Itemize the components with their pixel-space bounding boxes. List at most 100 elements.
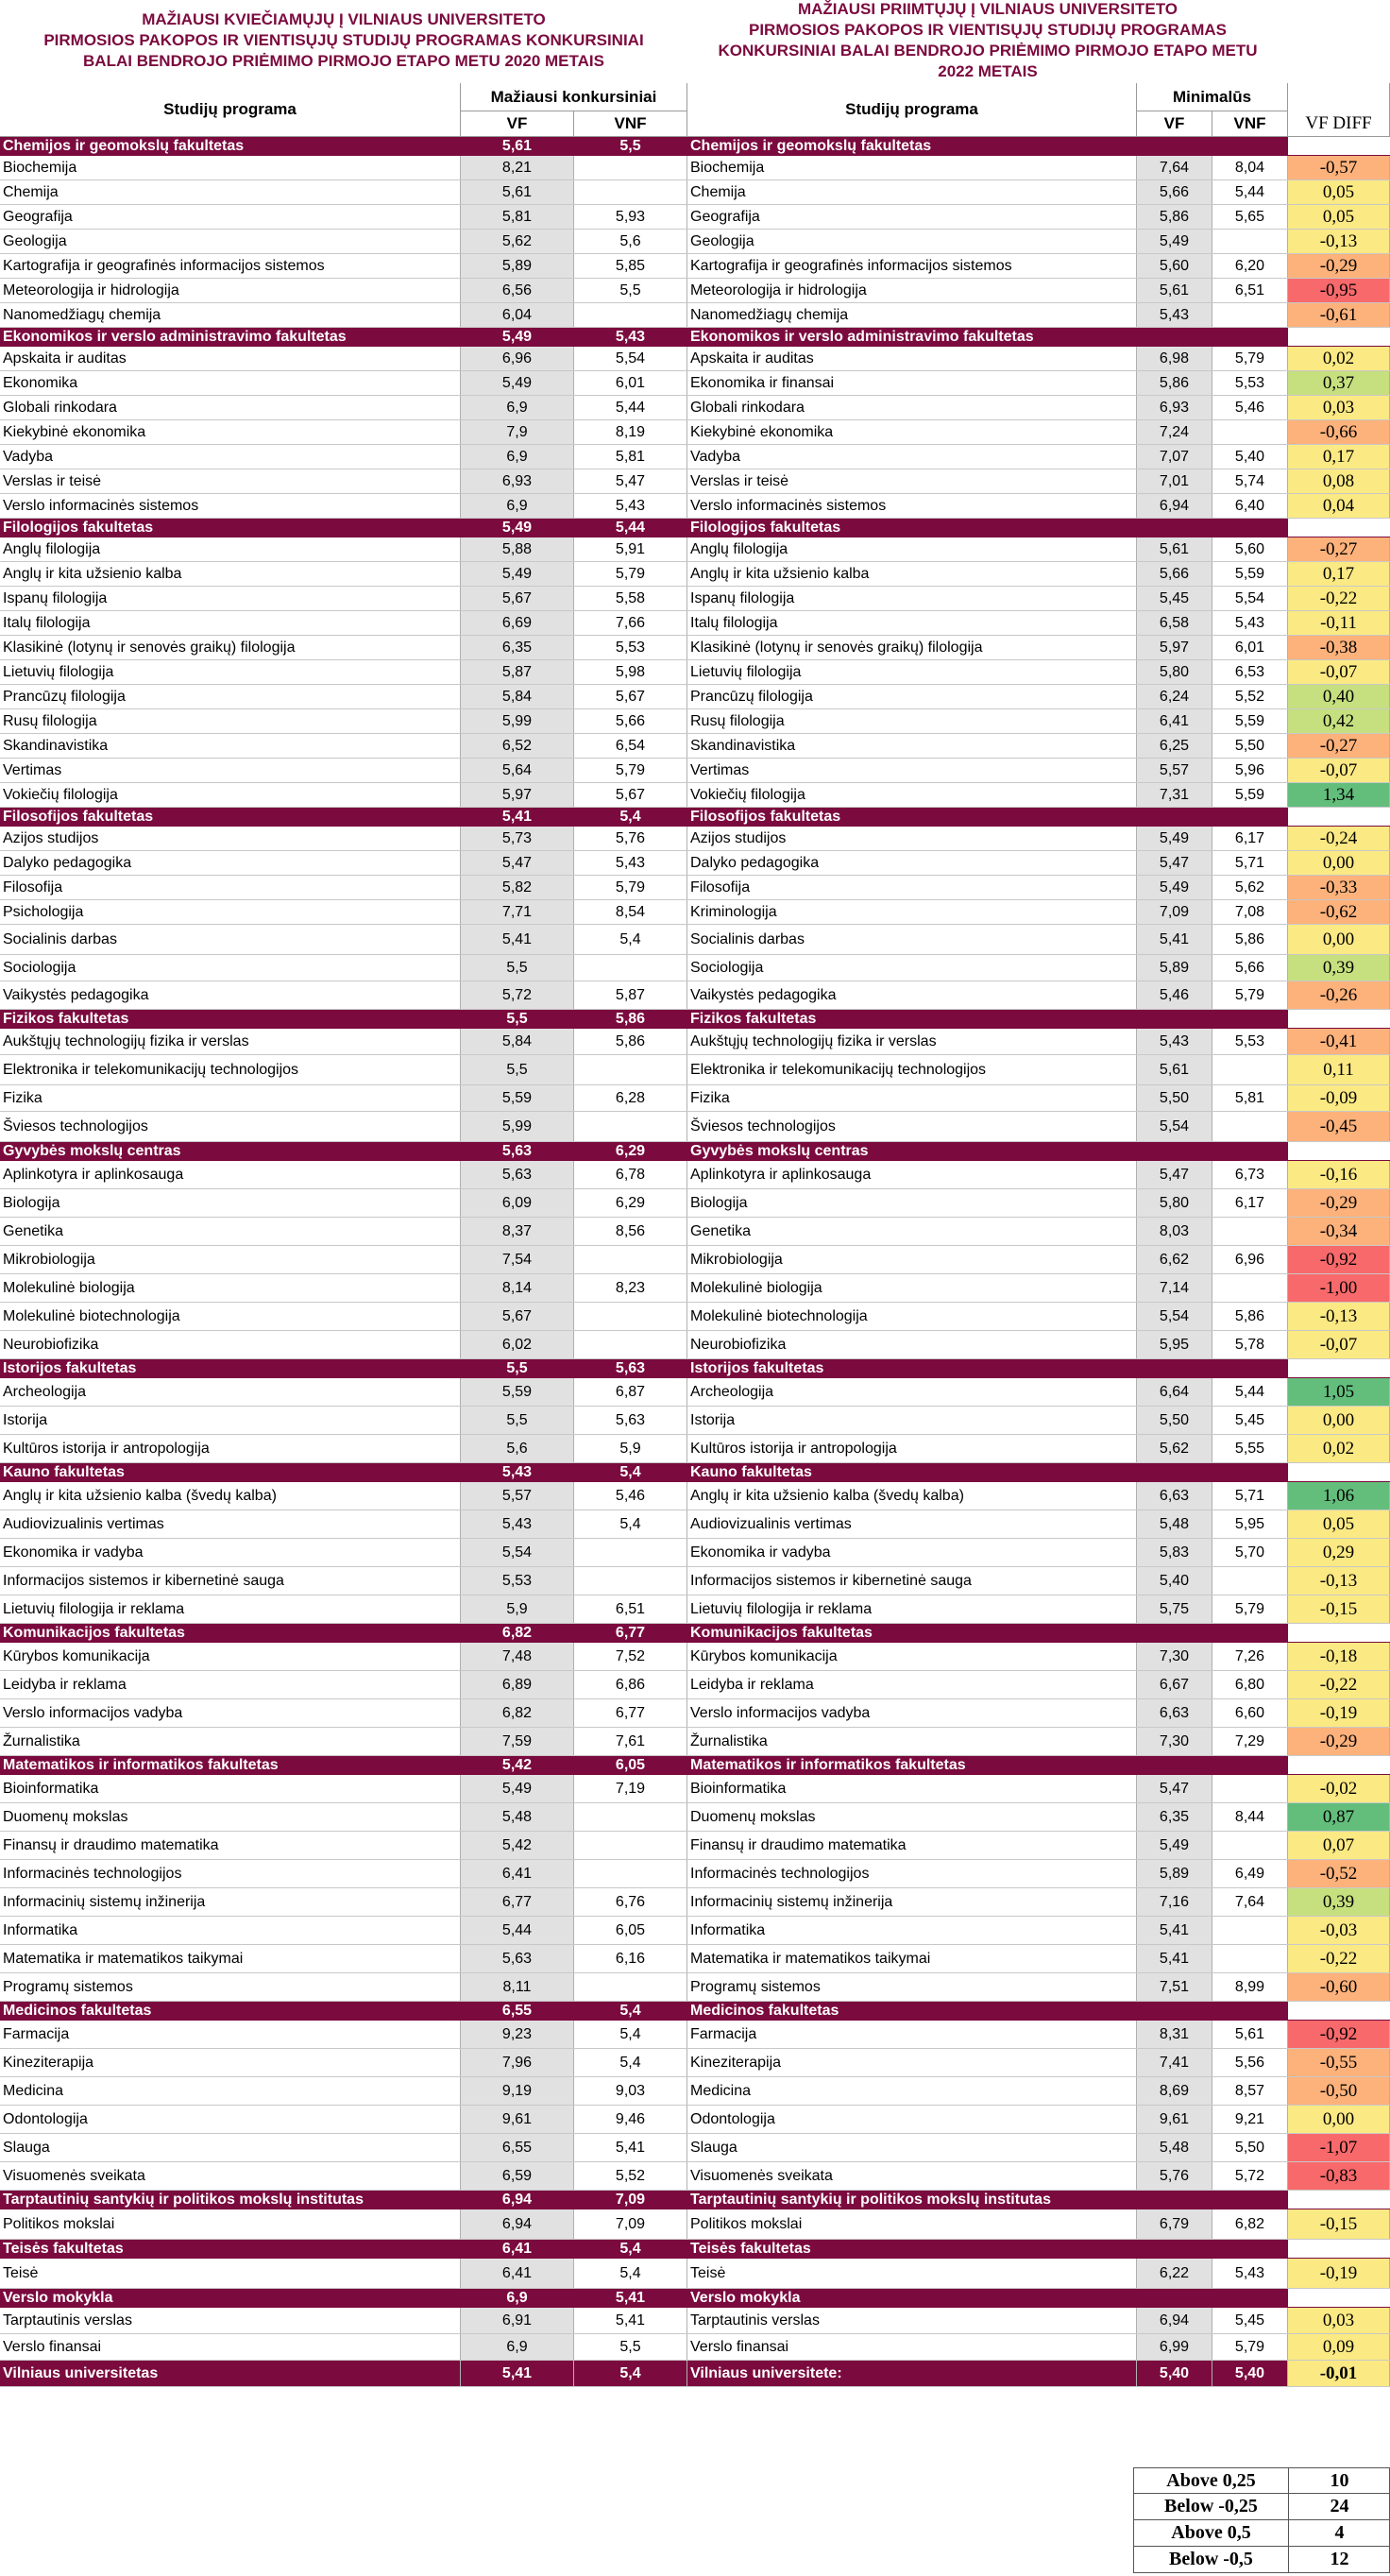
- program-name: Verslo informacijos vadyba: [0, 1699, 461, 1727]
- vnf-score: 5,98: [574, 660, 687, 684]
- vnf-score: 6,51: [574, 1595, 687, 1623]
- table-row: Kūrybos komunikacija 7,30 7,26 -0,18: [687, 1643, 1390, 1671]
- vf-diff-cell: -0,60: [1288, 1973, 1390, 2001]
- vnf-score: 6,73: [1212, 1161, 1288, 1188]
- vnf-score: 5,61: [1212, 2021, 1288, 2048]
- vf-score: 5,49: [1137, 876, 1212, 899]
- vnf-score: 5,41: [574, 2134, 687, 2161]
- faculty-row: Ekonomikos ir verslo administravimo faku…: [0, 328, 687, 347]
- table-row: Prancūzų filologija 5,84 5,67: [0, 685, 687, 709]
- vf-diff-cell: 1,05: [1288, 1378, 1390, 1406]
- table-row: Anglų ir kita užsienio kalba (švedų kalb…: [687, 1482, 1390, 1510]
- vf-score: [1137, 1142, 1212, 1160]
- table-row: Kartografija ir geografinės informacijos…: [0, 254, 687, 279]
- program-name: Politikos mokslai: [0, 2209, 461, 2239]
- vf-score: 5,97: [461, 783, 574, 807]
- program-name: Archeologija: [687, 1378, 1137, 1406]
- vnf-score: 5,4: [574, 2002, 687, 2020]
- table-row: Šviesos technologijos 5,54 -0,45: [687, 1112, 1390, 1142]
- faculty-row: Fizikos fakultetas 5,5 5,86: [0, 1010, 687, 1029]
- table-row: Teisė 6,22 5,43 -0,19: [687, 2259, 1390, 2289]
- vf-diff-cell: 0,11: [1288, 1055, 1390, 1084]
- program-name: Klasikinė (lotynų ir senovės graikų) fil…: [687, 636, 1137, 659]
- program-name: Aukštųjų technologijų fizika ir verslas: [0, 1029, 461, 1054]
- table-row: Žurnalistika 7,59 7,61: [0, 1728, 687, 1756]
- vf-score: 8,31: [1137, 2021, 1212, 2048]
- table-row: Meteorologija ir hidrologija 5,61 6,51 -0,9…: [687, 279, 1390, 303]
- program-name: Šviesos technologijos: [0, 1112, 461, 1141]
- table-row: Vaikystės pedagogika 5,46 5,79 -0,26: [687, 981, 1390, 1010]
- program-name: Sociologija: [687, 955, 1137, 981]
- vf-diff-cell: -0,09: [1288, 1085, 1390, 1111]
- program-name: Žurnalistika: [687, 1728, 1137, 1755]
- vf-score: 6,82: [461, 1624, 574, 1642]
- program-name: Socialinis darbas: [687, 925, 1137, 954]
- vnf-score: 5,66: [1212, 955, 1288, 981]
- program-name: Visuomenės sveikata: [687, 2162, 1137, 2190]
- summary-table: Above 0,25 10 Below -0,25 24 Above 0,5 4…: [1133, 2467, 1390, 2573]
- vf-diff-cell: [1288, 1010, 1390, 1028]
- vf-score: 5,63: [461, 1142, 574, 1160]
- table-row: Visuomenės sveikata 5,76 5,72 -0,83: [687, 2162, 1390, 2191]
- vf-diff-cell: -0,19: [1288, 1699, 1390, 1727]
- vf-score: 7,9: [461, 420, 574, 444]
- vnf-score: 6,28: [574, 1085, 687, 1111]
- vf-diff-cell: -0,41: [1288, 1029, 1390, 1054]
- title-2022: MAŽIAUSI PRIIMTŲJŲ Į VILNIAUS UNIVERSITE…: [687, 0, 1288, 81]
- program-name: Ekonomika: [0, 371, 461, 395]
- program-name: Globali rinkodara: [0, 396, 461, 419]
- program-name: Apskaita ir auditas: [0, 347, 461, 370]
- faculty-row: Chemijos ir geomokslų fakultetas: [687, 137, 1390, 156]
- vnf-score: 5,79: [574, 876, 687, 899]
- program-name: Vertimas: [0, 759, 461, 782]
- program-name: Vaikystės pedagogika: [687, 981, 1137, 1009]
- table-row: Žurnalistika 7,30 7,29 -0,29: [687, 1728, 1390, 1756]
- vnf-score: 5,52: [1212, 685, 1288, 708]
- vf-diff-cell: 0,03: [1288, 2308, 1390, 2333]
- program-name: Ispanų filologija: [687, 587, 1137, 610]
- table-row: Teisė 6,41 5,4: [0, 2259, 687, 2289]
- program-name: Teisės fakultetas: [0, 2240, 461, 2258]
- program-name: Psichologija: [0, 900, 461, 924]
- vf-score: 5,89: [461, 254, 574, 278]
- vf-score: 6,94: [461, 2209, 574, 2239]
- table-row: Biologija 5,80 6,17 -0,29: [687, 1189, 1390, 1218]
- table-row: Informacinių sistemų inžinerija 6,77 6,76: [0, 1888, 687, 1917]
- summary-value: 10: [1289, 2468, 1390, 2493]
- table-row: Globali rinkodara 6,9 5,44: [0, 396, 687, 420]
- program-name: Molekulinė biologija: [0, 1274, 461, 1302]
- summary-value: 24: [1289, 2494, 1390, 2519]
- program-name: Dalyko pedagogika: [687, 851, 1137, 875]
- vnf-score: 5,43: [574, 494, 687, 518]
- vf-score: 5,80: [1137, 1189, 1212, 1217]
- vnf-score: 5,50: [1212, 2134, 1288, 2161]
- faculty-row: Filologijos fakultetas: [687, 519, 1390, 537]
- table-row: Aukštųjų technologijų fizika ir verslas 5…: [687, 1029, 1390, 1055]
- table-row: Genetika 8,37 8,56: [0, 1218, 687, 1246]
- vnf-score: 8,56: [574, 1218, 687, 1245]
- vf-score: 6,55: [461, 2134, 574, 2161]
- table-row: Audiovizualinis vertimas 5,48 5,95 0,05: [687, 1510, 1390, 1539]
- program-name: Informacinių sistemų inžinerija: [687, 1888, 1137, 1916]
- vf-score: 5,43: [461, 1463, 574, 1481]
- vnf-score: [574, 955, 687, 981]
- vf-diff-cell: [1288, 1142, 1390, 1160]
- vf-diff-cell: -0,13: [1288, 230, 1390, 253]
- vf-score: 5,67: [461, 1303, 574, 1330]
- table-row: Slauga 5,48 5,50 -1,07: [687, 2134, 1390, 2162]
- vf-score: 6,35: [1137, 1803, 1212, 1831]
- vf-diff-cell: -0,61: [1288, 303, 1390, 327]
- program-name: Italų filologija: [0, 611, 461, 635]
- vf-score: 6,96: [461, 347, 574, 370]
- vf-score: 6,99: [1137, 2334, 1212, 2360]
- table-row: Informacinės technologijos 5,89 6,49 -0,52: [687, 1860, 1390, 1888]
- program-name: Archeologija: [0, 1378, 461, 1406]
- vf-score: 5,49: [461, 562, 574, 586]
- vnf-score: 5,81: [1212, 1085, 1288, 1111]
- vf-score: 6,55: [461, 2002, 574, 2020]
- table-row: Mikrobiologija 7,54: [0, 1246, 687, 1274]
- program-name: Prancūzų filologija: [687, 685, 1137, 708]
- program-name: Fizikos fakultetas: [0, 1010, 461, 1028]
- vf-diff-cell: [1288, 1359, 1390, 1377]
- vnf-score: 7,29: [1212, 1728, 1288, 1755]
